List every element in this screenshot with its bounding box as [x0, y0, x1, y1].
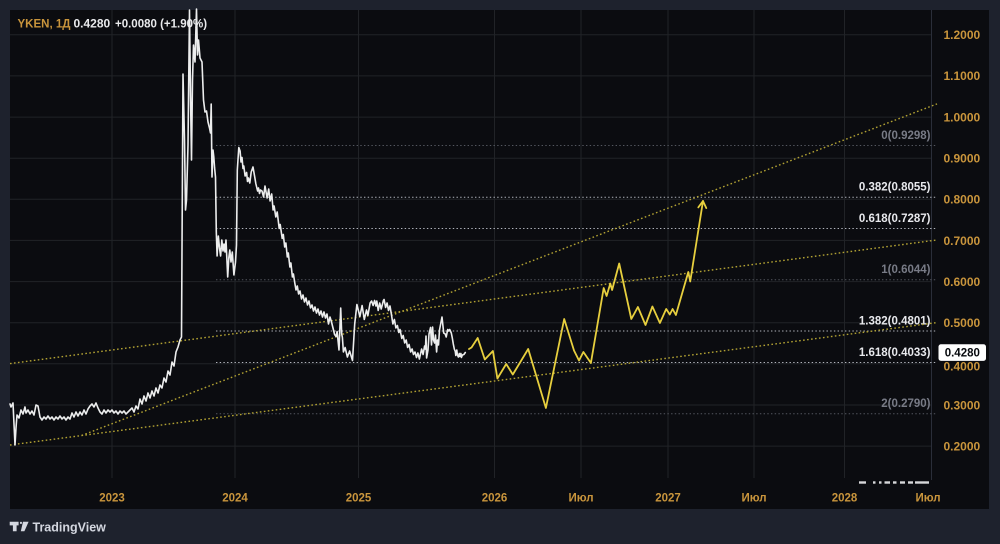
svg-text:0.2000: 0.2000 [944, 439, 981, 453]
svg-text:Июл: Июл [915, 493, 940, 505]
svg-text:0.4000: 0.4000 [944, 360, 981, 374]
svg-text:YKEN, 1Д: YKEN, 1Д [18, 19, 71, 31]
svg-text:1.618(0.4033): 1.618(0.4033) [859, 347, 931, 359]
svg-text:1.1000: 1.1000 [944, 69, 981, 83]
svg-text:2027: 2027 [655, 493, 681, 505]
svg-text:Июл: Июл [568, 493, 593, 505]
svg-text:0.6000: 0.6000 [944, 275, 981, 289]
svg-text:2(0.2790): 2(0.2790) [881, 398, 930, 410]
svg-text:1(0.6044): 1(0.6044) [881, 264, 930, 276]
svg-text:0(0.9298): 0(0.9298) [881, 130, 930, 142]
svg-text:0.4280: 0.4280 [945, 348, 980, 360]
svg-text:0.7000: 0.7000 [944, 234, 981, 248]
svg-text:0.382(0.8055): 0.382(0.8055) [859, 182, 931, 194]
svg-text:2026: 2026 [482, 493, 508, 505]
svg-text:2024: 2024 [222, 493, 248, 505]
svg-text:0.5000: 0.5000 [944, 316, 981, 330]
svg-text:1.382(0.4801): 1.382(0.4801) [859, 315, 931, 327]
svg-text:2025: 2025 [346, 493, 372, 505]
svg-text:0.8000: 0.8000 [944, 193, 981, 207]
svg-text:1.0000: 1.0000 [944, 110, 981, 124]
svg-text:+0.0080 (+1.90%): +0.0080 (+1.90%) [115, 19, 207, 31]
svg-text:TradingView: TradingView [33, 521, 107, 535]
svg-text:1.2000: 1.2000 [944, 28, 981, 42]
svg-text:0.4280: 0.4280 [74, 17, 111, 31]
svg-text:2028: 2028 [832, 493, 858, 505]
svg-text:Июл: Июл [741, 493, 766, 505]
svg-text:2023: 2023 [99, 493, 125, 505]
svg-text:0.3000: 0.3000 [944, 398, 981, 412]
svg-text:0.9000: 0.9000 [944, 152, 981, 166]
svg-text:0.618(0.7287): 0.618(0.7287) [859, 213, 931, 225]
